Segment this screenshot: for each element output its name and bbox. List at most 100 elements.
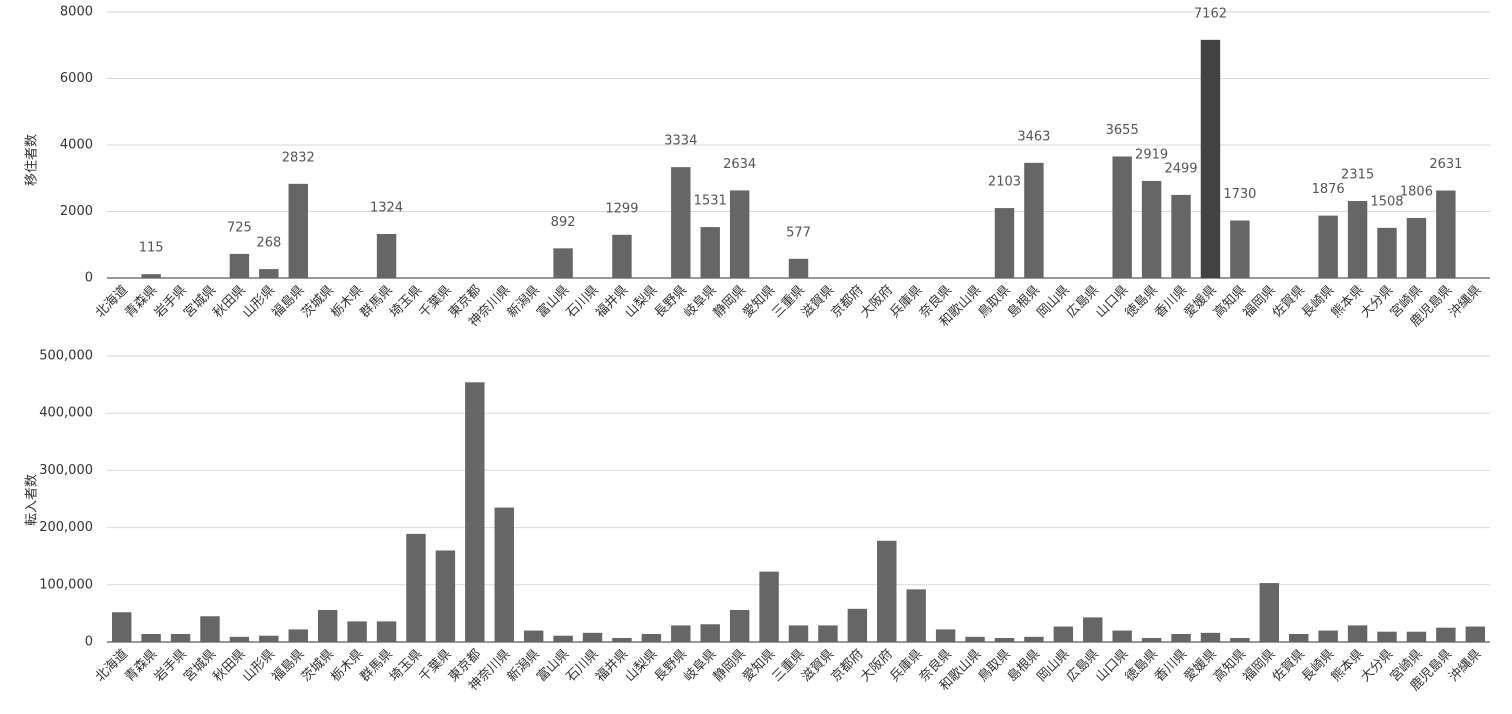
value-label: 115	[139, 241, 164, 256]
bar	[1406, 631, 1427, 642]
x-tick-label: 千葉県	[417, 283, 455, 321]
x-tick-label: 石川県	[564, 283, 602, 321]
x-tick-label: 岩手県	[152, 647, 190, 685]
bar	[229, 636, 250, 642]
x-tick-label: 山梨県	[622, 283, 660, 321]
bar	[847, 608, 868, 642]
x-tick-label: 広島県	[1064, 283, 1102, 321]
x-tick-label: 長野県	[652, 283, 690, 321]
x-tick-label: 福井県	[593, 283, 631, 321]
bar	[818, 625, 838, 642]
bar	[317, 609, 338, 642]
x-tick-label: 山形県	[240, 647, 278, 685]
x-tick-label: 大分県	[1358, 647, 1396, 685]
bar	[141, 274, 161, 278]
bar	[435, 550, 456, 642]
x-tick-label: 岐阜県	[681, 646, 720, 685]
bar	[288, 183, 308, 278]
x-tick-label: 沖縄県	[1446, 283, 1484, 321]
x-tick-label: 山形県	[240, 283, 278, 321]
bar	[612, 637, 632, 642]
bar	[700, 624, 720, 642]
x-tick-label: 大分県	[1358, 283, 1396, 321]
bar	[1289, 633, 1309, 642]
bar	[935, 629, 956, 642]
x-tick-label: 福岡県	[1240, 283, 1278, 321]
x-tick-label: 愛媛県	[1182, 283, 1220, 321]
value-label: 1299	[605, 201, 638, 216]
bar	[965, 636, 985, 642]
x-tick-label: 山口県	[1093, 283, 1131, 321]
x-tick-label: 愛知県	[739, 282, 778, 321]
bar	[494, 507, 514, 642]
y-tick-label: 200,000	[39, 520, 93, 535]
x-tick-label: 埼玉県	[387, 647, 425, 685]
bar	[1053, 626, 1074, 642]
x-tick-label: 徳島県	[1123, 647, 1161, 685]
bar	[759, 571, 779, 642]
x-tick-label: 北海道	[93, 647, 131, 685]
value-label: 2315	[1341, 168, 1374, 183]
bar	[1112, 156, 1132, 278]
x-tick-label: 石川県	[564, 647, 602, 685]
bar	[229, 253, 250, 278]
value-label: 1531	[694, 194, 727, 209]
x-tick-label: 岡山県	[1034, 283, 1072, 321]
value-label: 577	[786, 225, 811, 240]
x-tick-label: 秋田県	[211, 283, 249, 321]
x-tick-label: 福岡県	[1240, 647, 1278, 685]
bar	[1406, 217, 1427, 278]
x-tick-label: 広島県	[1064, 647, 1102, 685]
x-tick-label: 熊本県	[1328, 282, 1367, 321]
value-label: 892	[551, 215, 576, 230]
value-label: 725	[227, 220, 252, 235]
x-tick-label: 岩手県	[152, 283, 190, 321]
x-tick-label: 京都府	[828, 647, 866, 685]
x-tick-label: 長野県	[652, 647, 690, 685]
bar	[1465, 626, 1485, 642]
x-tick-label: 茨城県	[299, 647, 337, 685]
x-tick-label: 佐賀県	[1270, 283, 1308, 321]
bar	[994, 637, 1015, 642]
bar	[1112, 630, 1132, 642]
value-label: 1324	[370, 200, 403, 215]
x-tick-label: 富山県	[533, 646, 572, 685]
y-tick-label: 500,000	[39, 349, 93, 364]
x-tick-label: 島根県	[1005, 647, 1043, 685]
bar	[1200, 632, 1221, 642]
bar	[376, 233, 397, 278]
value-label: 1876	[1312, 182, 1345, 197]
x-tick-label: 北海道	[93, 283, 131, 321]
x-tick-label: 大阪府	[858, 647, 896, 685]
y-axis-title: 転入者数	[25, 474, 40, 526]
x-tick-label: 青森県	[122, 283, 160, 321]
bar	[1230, 637, 1250, 642]
x-tick-label: 福島県	[269, 283, 307, 321]
bar	[1024, 636, 1044, 642]
x-tick-label: 佐賀県	[1270, 647, 1308, 685]
value-label: 2919	[1135, 147, 1168, 162]
x-tick-label: 兵庫県	[887, 647, 925, 685]
x-tick-label: 静岡県	[711, 647, 749, 685]
x-tick-label: 愛知県	[739, 646, 778, 685]
bar	[553, 248, 573, 278]
x-tick-label: 兵庫県	[887, 283, 925, 321]
value-label: 7162	[1194, 6, 1227, 21]
x-tick-label: 長崎県	[1299, 283, 1337, 321]
x-tick-label: 福島県	[269, 647, 307, 685]
x-tick-label: 香川県	[1152, 647, 1190, 685]
bar	[1347, 625, 1368, 642]
bar	[1377, 631, 1397, 642]
bar	[288, 629, 308, 642]
y-tick-label: 0	[85, 635, 93, 650]
bar	[1141, 637, 1162, 642]
x-tick-label: 新潟県	[504, 646, 543, 685]
bar	[170, 633, 191, 642]
x-tick-label: 山口県	[1093, 647, 1131, 685]
x-tick-label: 山梨県	[622, 647, 660, 685]
x-tick-label: 新潟県	[504, 282, 543, 321]
x-tick-label: 青森県	[122, 647, 160, 685]
value-label: 2832	[282, 150, 315, 165]
x-tick-label: 島根県	[1005, 283, 1043, 321]
bar	[553, 635, 573, 642]
